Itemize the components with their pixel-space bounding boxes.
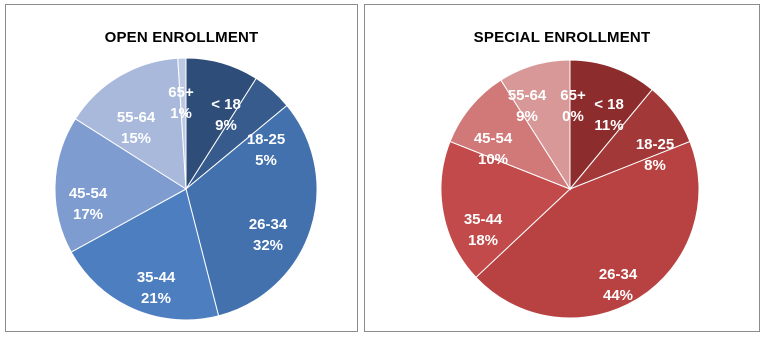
- special-slice-18: [569, 59, 653, 191]
- special-slice-percent-55-64: 9%: [516, 108, 538, 125]
- open-slice-label-35-44: 35-44: [137, 269, 176, 286]
- open-slice-label-65plus: 65+: [168, 84, 194, 101]
- special-slice-percent-26-34: 44%: [603, 287, 633, 304]
- special-slice-26-34: [475, 140, 700, 319]
- special-slice-45-54: [449, 79, 572, 191]
- open-slice-label-55-64: 55-64: [117, 109, 156, 126]
- open-slice-percent-26-34: 32%: [253, 237, 283, 254]
- special-enrollment-title: SPECIAL ENROLLMENT: [473, 29, 651, 46]
- special-slice-percent-45-54: 10%: [478, 151, 508, 168]
- special-slice-label-35-44: 35-44: [464, 211, 503, 228]
- special-slice-label-18: < 18: [594, 96, 624, 113]
- open-slice-label-18: < 18: [211, 96, 241, 113]
- open-enrollment-title: OPEN ENROLLMENT: [104, 29, 259, 46]
- special-slice-label-55-64: 55-64: [508, 87, 547, 104]
- open-slice-percent-45-54: 17%: [73, 206, 103, 223]
- open-slice-percent-55-64: 15%: [121, 130, 151, 147]
- open-enrollment-pie-chart: < 18 9% 18-25 5% 26-34 32% 35-44 21% 45-54 17% 55-…: [54, 57, 318, 321]
- open-slice-percent-18: 9%: [215, 117, 237, 134]
- open-slice-label-26-34: 26-34: [249, 216, 288, 233]
- open-slice-percent-65plus: 1%: [170, 105, 192, 122]
- open-slice-label-45-54: 45-54: [69, 185, 108, 202]
- special-enrollment-pie-chart: < 18 11% 18-25 8% 26-34 44% 35-44 18% 45-54 10% 55…: [440, 59, 700, 319]
- special-enrollment-panel: SPECIAL ENROLLMENT < 18 11% 18-25 8% 26-34 44…: [364, 4, 760, 332]
- open-slice-55-64: [74, 57, 187, 190]
- special-slice-label-65plus: 65+: [560, 87, 586, 104]
- special-slice-percent-18: 11%: [594, 117, 623, 134]
- special-slice-label-45-54: 45-54: [474, 130, 513, 147]
- special-slice-percent-18-25: 8%: [644, 157, 666, 174]
- open-slice-26-34: [185, 104, 318, 317]
- special-slice-percent-65plus: 0%: [562, 108, 584, 125]
- open-slice-percent-18-25: 5%: [255, 152, 277, 169]
- open-slice-45-54: [54, 118, 187, 253]
- open-slice-35-44: [70, 188, 220, 321]
- special-slice-label-18-25: 18-25: [636, 136, 674, 153]
- open-enrollment-panel: OPEN ENROLLMENT < 18 9% 18-25 5% 26-34 32% 35-…: [5, 4, 358, 332]
- open-slice-percent-35-44: 21%: [141, 290, 171, 307]
- open-slice-65plus: [177, 57, 187, 190]
- special-slice-35-44: [440, 140, 571, 279]
- special-slice-55-64: [500, 59, 571, 191]
- special-slice-label-26-34: 26-34: [599, 266, 638, 283]
- special-slice-percent-35-44: 18%: [468, 232, 498, 249]
- open-slice-label-18-25: 18-25: [247, 131, 285, 148]
